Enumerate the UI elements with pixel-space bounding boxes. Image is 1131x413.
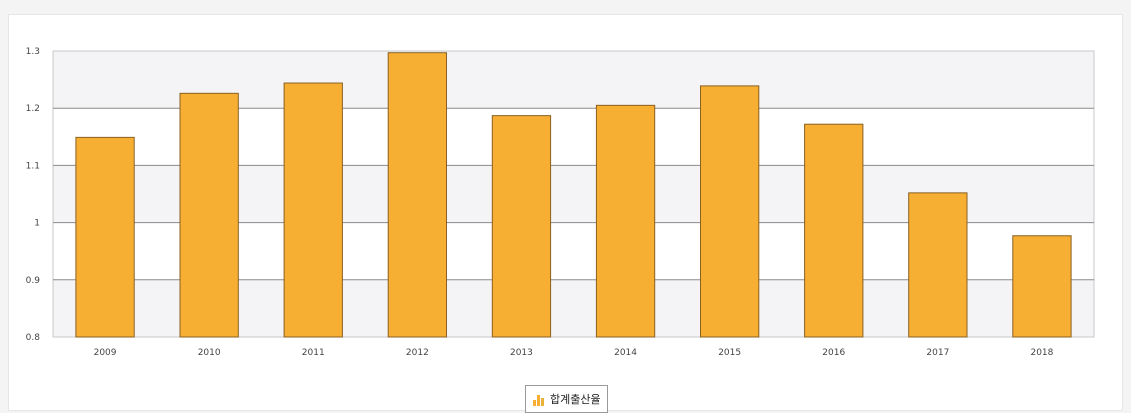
legend-label: 합계출산율 [550, 393, 601, 406]
y-tick-label: 1 [34, 219, 40, 229]
bar [283, 82, 343, 338]
x-tick-label: 2013 [510, 348, 533, 358]
bar [595, 104, 656, 338]
bar [491, 115, 552, 338]
x-tick-label: 2014 [614, 348, 637, 358]
x-tick-label: 2009 [94, 348, 117, 358]
bar [700, 85, 760, 338]
plot-area-border [52, 50, 1095, 338]
bar [908, 192, 968, 338]
x-tick-label: 2012 [406, 348, 429, 358]
chart-panel: 0.8 0.9 1 1.1 1.2 1.3 2009 2010 2011 2012 2013 2014… [8, 14, 1123, 413]
x-tick-label: 2018 [1030, 348, 1053, 358]
x-tick-label: 2015 [718, 348, 741, 358]
y-tick-label: 0.9 [26, 276, 41, 286]
bar-chart: 0.8 0.9 1 1.1 1.2 1.3 2009 2010 2011 2012 2013 2014… [26, 47, 1095, 358]
bar-chart-icon [533, 394, 544, 406]
bar [1012, 235, 1072, 338]
x-tick-label: 2017 [926, 348, 949, 358]
legend-item[interactable]: 합계출산율 [525, 385, 608, 413]
bar [179, 92, 239, 338]
y-tick-label: 1.2 [26, 104, 40, 114]
x-tick-label: 2016 [822, 348, 845, 358]
x-tick-label: 2011 [302, 348, 325, 358]
y-tick-label: 1.1 [26, 161, 40, 171]
bar [804, 123, 864, 338]
x-tick-label: 2010 [198, 348, 221, 358]
y-tick-label: 0.8 [26, 333, 41, 343]
bar [75, 136, 135, 338]
y-tick-label: 1.3 [26, 47, 40, 57]
bar [387, 52, 447, 338]
